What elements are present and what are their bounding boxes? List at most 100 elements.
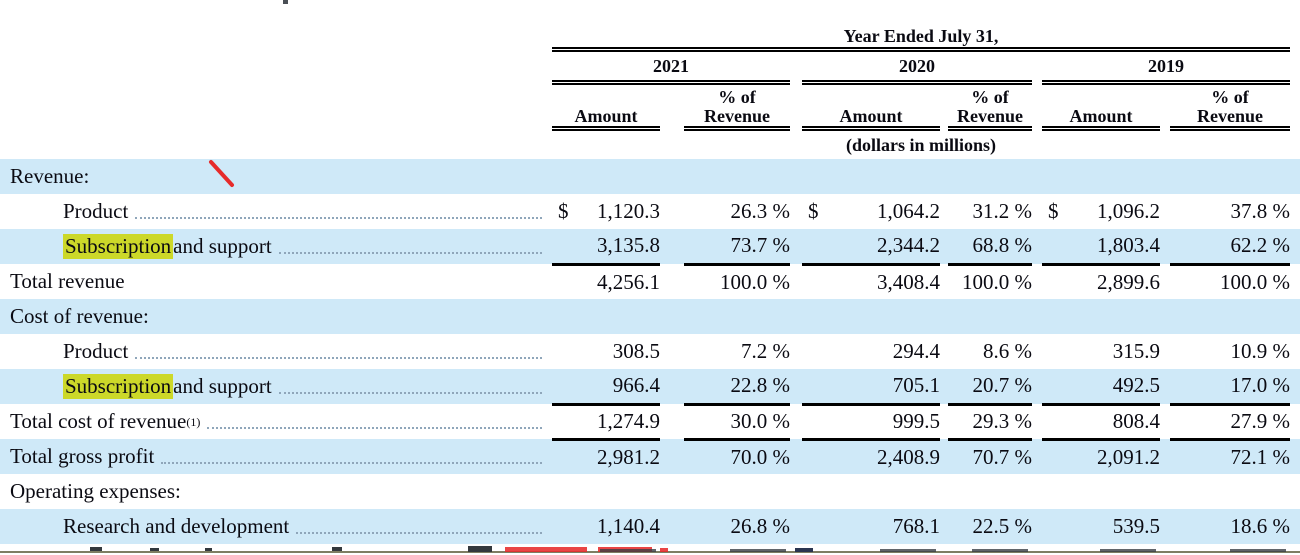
percent-cell: 70.7 % — [948, 439, 1033, 474]
percent-value: 29.3 % — [972, 409, 1033, 433]
row-label: Operating expenses: — [0, 474, 552, 509]
column-gap — [1032, 334, 1042, 369]
percent-cell: 18.6 % — [1170, 509, 1291, 544]
percent-cell: 8.6 % — [948, 334, 1032, 369]
table-row: Product 308.5 7.2 % 294.4 8.6 % 315.9 10.9 % — [0, 334, 1300, 369]
amount-cell: 2,408.9 — [802, 439, 940, 474]
clipped-number-fragment — [972, 549, 1028, 552]
row-label: Revenue: — [0, 159, 552, 194]
highlighted-term: Subscription — [63, 234, 174, 259]
percent-cell: 37.8 % — [1170, 194, 1291, 229]
column-gap — [790, 264, 802, 299]
pct-of-revenue-header: % of Revenue — [948, 82, 1032, 131]
percent-value: 73.7 % — [730, 233, 791, 258]
column-gap — [1032, 369, 1042, 404]
clipped-number-fragment — [880, 549, 936, 552]
row-label: Subscription and support — [0, 369, 552, 404]
column-gap — [1160, 509, 1170, 544]
row-label-text: Revenue: — [10, 164, 90, 188]
amount-value: 1,803.4 — [1097, 233, 1160, 258]
pct-of-revenue-header: % of Revenue — [1170, 82, 1291, 131]
column-gap — [660, 264, 684, 299]
amount-cell: $1,096.2 — [1042, 194, 1160, 229]
amount-cell: 492.5 — [1042, 369, 1160, 406]
revenue-cost-table: Year Ended July 31, 2021 2020 2019 Amoun… — [0, 14, 1300, 544]
percent-cell: 100.0 % — [1170, 264, 1290, 299]
amount-value: 2,091.2 — [1097, 444, 1160, 469]
amount-value: 768.1 — [892, 514, 940, 538]
percent-value: 100.0 % — [962, 269, 1032, 294]
pct-of-revenue-header: % of Revenue — [684, 82, 790, 131]
clipped-text-fragment — [205, 548, 212, 551]
dot-leader — [135, 216, 542, 219]
unit-note: (dollars in millions) — [845, 134, 997, 155]
column-gap — [790, 439, 802, 474]
percent-cell: 100.0 % — [948, 264, 1032, 299]
row-label-text: Total revenue — [10, 269, 125, 293]
row-label-text: Research and development — [63, 514, 290, 538]
percent-cell: 22.8 % — [684, 369, 791, 406]
percent-value: 26.8 % — [730, 514, 791, 538]
column-gap — [660, 194, 684, 229]
amount-value: 2,408.9 — [877, 444, 940, 469]
column-gap — [940, 334, 948, 369]
amount-cell: 2,981.2 — [552, 439, 660, 474]
column-gap — [940, 439, 948, 474]
column-gap — [1032, 509, 1042, 544]
row-label: Total cost of revenue (1) — [0, 404, 552, 439]
amount-cell: 1,803.4 — [1042, 229, 1160, 266]
clipped-number-fragment — [600, 549, 656, 552]
table-row: Subscription and support 966.4 22.8 % 705.1… — [0, 369, 1300, 406]
percent-cell: 30.0 % — [684, 404, 791, 441]
percent-value: 22.8 % — [730, 373, 791, 398]
table-row: Total gross profit 2,981.2 70.0 % 2,408.9 70… — [0, 439, 1300, 474]
column-gap — [1160, 264, 1170, 299]
column-gap — [1290, 439, 1300, 474]
column-gap — [660, 404, 684, 439]
amount-cell: 315.9 — [1042, 334, 1160, 369]
dollar-sign: $ — [558, 199, 569, 223]
amount-value: 1,140.4 — [597, 514, 660, 538]
amount-header: Amount — [552, 82, 660, 131]
percent-cell: 20.7 % — [948, 369, 1032, 406]
table-row: Total revenue 4,256.1 100.0 % 3,408.4 100.0 … — [0, 264, 1300, 299]
amount-value: 3,408.4 — [877, 269, 940, 294]
amount-value: 1,274.9 — [597, 409, 660, 433]
amount-value: 2,981.2 — [597, 444, 660, 469]
column-gap — [1032, 439, 1042, 474]
table-title: Year Ended July 31, — [552, 14, 1291, 52]
clipped-text-fragment — [90, 547, 102, 551]
amount-value: 808.4 — [1112, 409, 1160, 433]
year-header-2020: 2020 — [802, 49, 1032, 85]
row-label: Total revenue — [0, 264, 552, 299]
percent-cell: 72.1 % — [1170, 439, 1291, 474]
amount-header: Amount — [802, 82, 940, 131]
percent-cell: 7.2 % — [684, 334, 790, 369]
percent-cell: 22.5 % — [948, 509, 1033, 544]
table-row: Operating expenses: — [0, 474, 1300, 509]
column-gap — [790, 404, 802, 439]
column-gap — [940, 509, 948, 544]
amount-cell: 1,140.4 — [552, 509, 660, 544]
percent-value: 100.0 % — [1220, 269, 1291, 294]
amount-value: 2,344.2 — [877, 233, 940, 258]
column-gap — [1032, 264, 1042, 299]
row-label-text: Product — [63, 199, 129, 223]
red-strikethrough-fragment — [505, 547, 587, 552]
row-label-text: and support — [173, 234, 272, 258]
table-row: Cost of revenue: — [0, 299, 1300, 334]
dollar-sign: $ — [1048, 199, 1059, 223]
percent-value: 30.0 % — [730, 409, 791, 433]
column-gap — [1032, 194, 1042, 229]
column-gap — [660, 509, 684, 544]
percent-value: 10.9 % — [1230, 339, 1291, 363]
clipped-text-fragment — [332, 547, 342, 551]
clipped-number-fragment — [730, 549, 786, 552]
amount-cell: 4,256.1 — [552, 264, 660, 299]
amount-cell: 3,135.8 — [552, 229, 660, 266]
amount-cell: $1,064.2 — [802, 194, 940, 229]
column-gap — [790, 509, 802, 544]
row-label-text: Cost of revenue: — [10, 304, 149, 328]
clipped-text-fragment — [468, 546, 492, 552]
